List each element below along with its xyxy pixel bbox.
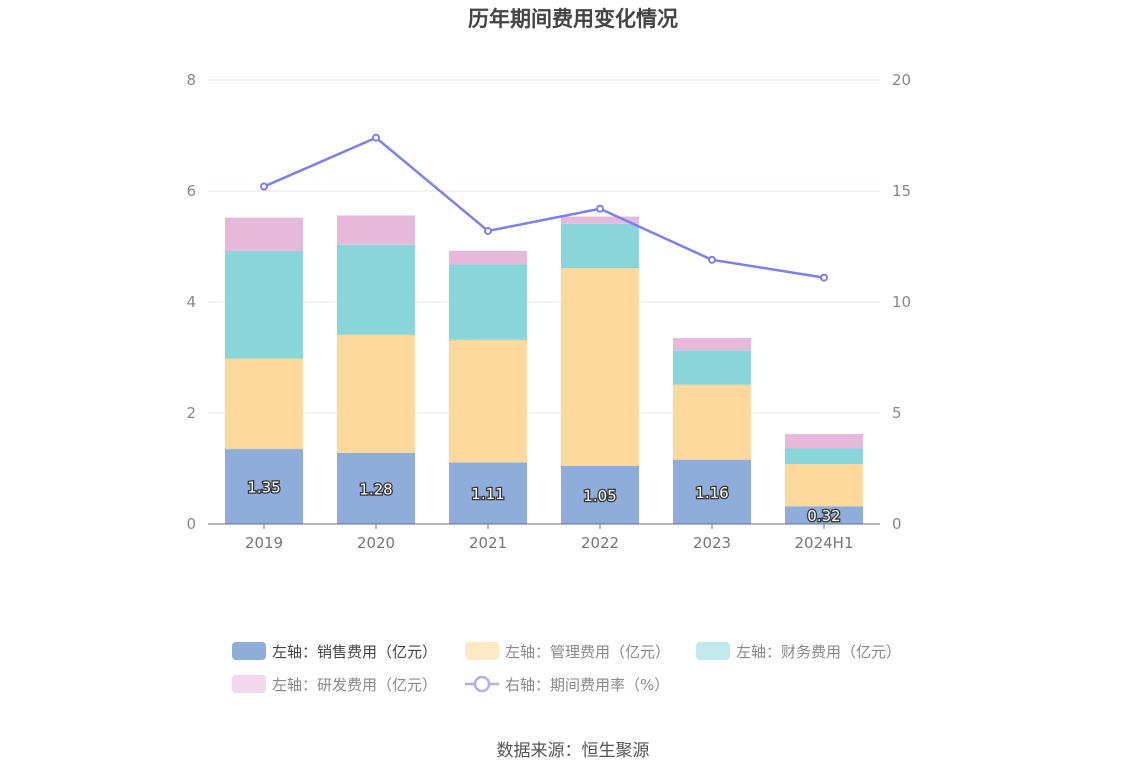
bar-segment-2-0 (225, 250, 303, 359)
bar-value-label: 1.05 (583, 487, 616, 505)
grid-lines (208, 79, 880, 414)
legend-label: 左轴：研发费用（亿元） (272, 676, 437, 694)
bar-segment-0-4 (673, 459, 751, 524)
right-axis-ticks: 0 5 10 15 20 (892, 71, 911, 533)
bar-segment-3-0 (225, 217, 303, 251)
legend-label: 左轴：财务费用（亿元） (736, 643, 901, 661)
bar-segment-0-3 (561, 465, 639, 524)
rate-line-series (260, 133, 828, 282)
bar-segment-2-2 (449, 264, 527, 340)
bar-segment-1-4 (673, 384, 751, 460)
bar-segment-0-0 (225, 449, 303, 524)
rate-line (263, 136, 825, 279)
rate-point (820, 273, 828, 282)
left-tick-label: 2 (186, 404, 196, 422)
x-tick-label: 2019 (245, 534, 283, 552)
left-tick-label: 8 (186, 71, 196, 89)
bar-segment-0-5 (785, 506, 863, 524)
bar-segment-2-3 (561, 223, 639, 269)
legend-swatch (232, 642, 266, 660)
x-axis: 2019 2020 2021 2022 2023 2024H1 (208, 523, 880, 552)
rate-point (372, 133, 380, 142)
legend-item[interactable]: 左轴：销售费用（亿元） (232, 642, 437, 661)
bar-segment-2-4 (673, 350, 751, 385)
right-tick-label: 20 (892, 71, 911, 89)
bar-value-label: 1.28 (359, 480, 392, 498)
legend-swatch (232, 675, 266, 693)
bar-segment-0-1 (337, 452, 415, 524)
x-tick-label: 2022 (581, 534, 619, 552)
bar-segment-1-1 (337, 334, 415, 453)
left-tick-label: 0 (186, 515, 196, 533)
rate-point (484, 226, 492, 235)
x-tick-label: 2021 (469, 534, 507, 552)
legend-label: 右轴：期间费用率（%） (505, 676, 669, 694)
bar-series (225, 215, 863, 524)
legend-label: 左轴：管理费用（亿元） (505, 643, 670, 661)
bar-value-label: 0.32 (807, 507, 840, 525)
left-tick-label: 4 (186, 293, 196, 311)
bar-value-label: 1.35 (247, 479, 280, 497)
bar-segment-3-3 (561, 216, 639, 224)
chart-title: 历年期间费用变化情况 (468, 7, 678, 31)
legend-item[interactable]: 左轴：财务费用（亿元） (696, 642, 901, 661)
legend-swatch (465, 642, 499, 660)
bar-value-label: 1.11 (471, 485, 504, 503)
bar-segment-1-0 (225, 358, 303, 450)
bar-segment-1-3 (561, 268, 639, 466)
rate-point (260, 182, 268, 191)
bar-segment-3-2 (449, 250, 527, 265)
legend-label: 左轴：销售费用（亿元） (272, 643, 437, 661)
right-tick-label: 15 (892, 182, 911, 200)
bar-segment-1-2 (449, 339, 527, 463)
legend-swatch (696, 642, 730, 660)
x-tick-label: 2024H1 (795, 534, 854, 552)
x-tick-label: 2023 (693, 534, 731, 552)
legend-item[interactable]: 左轴：研发费用（亿元） (232, 675, 437, 694)
bar-segment-3-4 (673, 338, 751, 351)
bar-segment-3-5 (785, 434, 863, 449)
rate-point (596, 204, 604, 213)
legend-item[interactable]: 左轴：管理费用（亿元） (465, 642, 670, 661)
bar-segment-3-1 (337, 215, 415, 245)
right-tick-label: 5 (892, 404, 902, 422)
left-tick-label: 6 (186, 182, 196, 200)
x-tick-label: 2020 (357, 534, 395, 552)
legend-marker (473, 675, 491, 693)
bar-value-label: 1.16 (695, 484, 728, 502)
bar-labels: 1.35 1.28 1.11 1.05 1.16 0.32 (246, 477, 842, 526)
bar-segment-2-1 (337, 244, 415, 335)
source-note: 数据来源：恒生聚源 (497, 741, 650, 761)
left-axis-ticks: 0 2 4 6 8 (186, 71, 196, 533)
legend: 左轴：销售费用（亿元） 左轴：管理费用（亿元） 左轴：财务费用（亿元） 左轴：研发费用… (232, 642, 901, 694)
bar-segment-0-2 (449, 462, 527, 524)
bar-segment-1-5 (785, 464, 863, 507)
bar-segment-2-5 (785, 448, 863, 465)
right-tick-label: 0 (892, 515, 902, 533)
right-tick-label: 10 (892, 293, 911, 311)
legend-item[interactable]: 右轴：期间费用率（%） (465, 675, 669, 694)
rate-point (708, 255, 716, 264)
